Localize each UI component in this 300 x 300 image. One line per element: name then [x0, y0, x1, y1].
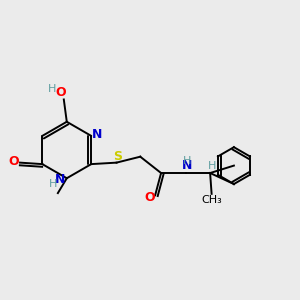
Text: H: H	[183, 156, 191, 166]
Text: N: N	[182, 159, 192, 172]
Text: CH₃: CH₃	[201, 195, 222, 205]
Text: N: N	[92, 128, 102, 141]
Text: O: O	[56, 86, 66, 99]
Text: N: N	[55, 173, 65, 186]
Text: O: O	[144, 191, 154, 204]
Text: H: H	[48, 84, 56, 94]
Text: O: O	[8, 155, 19, 168]
Text: S: S	[113, 150, 122, 163]
Text: H: H	[49, 179, 58, 189]
Text: H: H	[207, 161, 216, 171]
